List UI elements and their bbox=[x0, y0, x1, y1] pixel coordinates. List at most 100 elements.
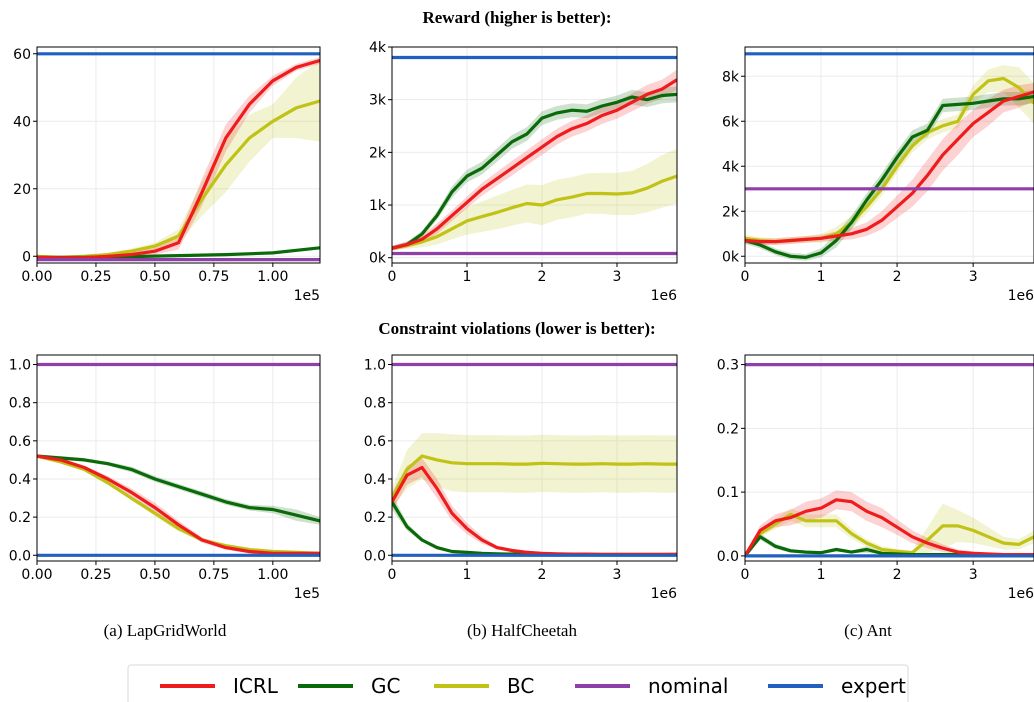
x-tick-label: 0.75 bbox=[198, 567, 229, 583]
y-tick-label: 0k bbox=[722, 249, 740, 265]
x-tick-label: 0.25 bbox=[80, 269, 111, 285]
bc-band bbox=[745, 503, 1034, 558]
x-tick-label: 3 bbox=[969, 567, 978, 583]
y-tick-label: 2k bbox=[722, 204, 740, 220]
reward-halfcheetah-panel: 0 1 2 3 0k 1k 2k 3k 4k 1e6 bbox=[369, 40, 678, 304]
y-tick-label: 0.3 bbox=[717, 358, 739, 374]
bc-band bbox=[745, 65, 1034, 245]
y-tick-label: 4k bbox=[722, 159, 740, 175]
constraint-lapgridworld-panel: 0.00 0.25 0.50 0.75 1.00 0.0 0.2 0.4 0.6 0.8 1.0 1e… bbox=[9, 354, 321, 602]
y-tick-label: 6k bbox=[722, 114, 740, 130]
constraint-heading: Constraint violations (lower is better): bbox=[378, 319, 655, 338]
x-tick-label: 0.50 bbox=[139, 567, 170, 583]
axes-frame bbox=[36, 46, 321, 264]
reward-ant-panel: 0 1 2 3 0k 2k 4k 6k 8k 1e6 bbox=[722, 46, 1034, 304]
bc-line bbox=[37, 454, 320, 555]
y-tick-label: 8k bbox=[722, 69, 740, 85]
y-tick-label: 0.8 bbox=[9, 396, 31, 412]
x-tick-label: 0 bbox=[388, 567, 397, 583]
x-tick-label: 3 bbox=[613, 269, 622, 285]
axes-frame bbox=[744, 354, 1034, 562]
x-tick-label: 0 bbox=[388, 269, 397, 285]
x-tick-label: 2 bbox=[893, 567, 902, 583]
y-tick-label: 4k bbox=[369, 40, 387, 56]
bc-line bbox=[392, 174, 677, 250]
x-tick-label: 1 bbox=[463, 567, 472, 583]
legend-label-bc: BC bbox=[507, 674, 534, 698]
icrl-line bbox=[37, 454, 320, 556]
caption-halfcheetah: (b) HalfCheetah bbox=[467, 621, 577, 640]
constraint-ant-panel: 0 1 2 3 0.0 0.1 0.2 0.3 1e6 bbox=[717, 354, 1034, 602]
icrl-band bbox=[37, 57, 320, 260]
y-tick-label: 0.0 bbox=[717, 549, 739, 565]
y-tick-label: 0 bbox=[22, 249, 31, 265]
y-tick-label: 60 bbox=[13, 47, 31, 63]
x-tick-label: 2 bbox=[538, 567, 547, 583]
x-axis-offset-label: 1e6 bbox=[651, 586, 678, 602]
y-tick-label: 1.0 bbox=[364, 358, 386, 374]
x-tick-label: 3 bbox=[969, 269, 978, 285]
axes-frame bbox=[36, 354, 321, 562]
axes-frame bbox=[744, 46, 1034, 264]
legend-label-icrl: ICRL bbox=[233, 674, 279, 698]
bc-line bbox=[392, 454, 677, 499]
y-tick-label: 0.4 bbox=[9, 472, 31, 488]
icrl-band bbox=[745, 83, 1034, 245]
x-tick-label: 0.00 bbox=[21, 269, 52, 285]
y-tick-label: 0.6 bbox=[364, 434, 386, 450]
icrl-line bbox=[745, 90, 1034, 244]
x-tick-label: 2 bbox=[538, 269, 547, 285]
icrl-line bbox=[392, 78, 677, 250]
x-axis-offset-label: 1e5 bbox=[294, 288, 320, 304]
y-tick-label: 0.2 bbox=[717, 421, 739, 437]
bc-band bbox=[392, 148, 677, 251]
x-tick-label: 1 bbox=[817, 567, 826, 583]
constraint-ant-plot-area bbox=[745, 363, 1034, 558]
legend-label-gc: GC bbox=[371, 674, 400, 698]
y-tick-label: 1k bbox=[369, 198, 387, 214]
reward-lapgridworld-panel: 0.00 0.25 0.50 0.75 1.00 0 20 40 60 1e5 bbox=[13, 46, 321, 304]
y-tick-label: 0.6 bbox=[9, 434, 31, 450]
x-tick-label: 1 bbox=[463, 269, 472, 285]
y-tick-label: 0.4 bbox=[364, 472, 386, 488]
legend-label-expert: expert bbox=[841, 674, 906, 698]
legend-frame bbox=[127, 664, 909, 702]
legend: ICRL GC BC nominal expert bbox=[127, 664, 909, 702]
reward-halfcheetah-plot-area bbox=[392, 55, 677, 256]
y-tick-label: 20 bbox=[13, 182, 31, 198]
y-tick-label: 0.8 bbox=[364, 396, 386, 412]
x-axis-offset-label: 1e5 bbox=[294, 586, 320, 602]
bc-band bbox=[392, 433, 677, 508]
x-axis-offset-label: 1e6 bbox=[1008, 586, 1034, 602]
x-axis-offset-label: 1e6 bbox=[1008, 288, 1034, 304]
y-tick-label: 2k bbox=[369, 145, 387, 161]
icrl-line bbox=[745, 498, 1034, 557]
x-tick-label: 0.00 bbox=[21, 567, 52, 583]
y-tick-label: 1.0 bbox=[9, 358, 31, 374]
y-tick-label: 0.2 bbox=[364, 510, 386, 526]
constraint-halfcheetah-panel: 0 1 2 3 0.0 0.2 0.4 0.6 0.8 1.0 1e6 bbox=[364, 354, 678, 602]
gc-line bbox=[392, 501, 677, 557]
x-tick-label: 0 bbox=[741, 567, 750, 583]
reward-lapgridworld-plot-area bbox=[37, 52, 320, 262]
gc-line bbox=[745, 94, 1034, 259]
gc-line bbox=[37, 454, 320, 523]
reward-heading: Reward (higher is better): bbox=[422, 8, 611, 27]
y-tick-label: 3k bbox=[369, 93, 387, 109]
y-tick-label: 0.2 bbox=[9, 510, 31, 526]
constraint-halfcheetah-plot-area bbox=[392, 362, 677, 557]
caption-lapgridworld: (a) LapGridWorld bbox=[104, 621, 227, 640]
bc-band bbox=[37, 60, 320, 259]
x-tick-label: 2 bbox=[893, 269, 902, 285]
reward-ant-plot-area bbox=[745, 52, 1034, 261]
constraint-lapgridworld-plot-area bbox=[37, 362, 320, 557]
caption-ant: (c) Ant bbox=[844, 621, 892, 640]
x-tick-label: 0.75 bbox=[198, 269, 229, 285]
axes-frame bbox=[391, 46, 678, 264]
icrl-line bbox=[37, 58, 320, 260]
x-tick-label: 0.25 bbox=[80, 567, 111, 583]
gc-line bbox=[392, 92, 677, 250]
x-tick-label: 3 bbox=[613, 567, 622, 583]
